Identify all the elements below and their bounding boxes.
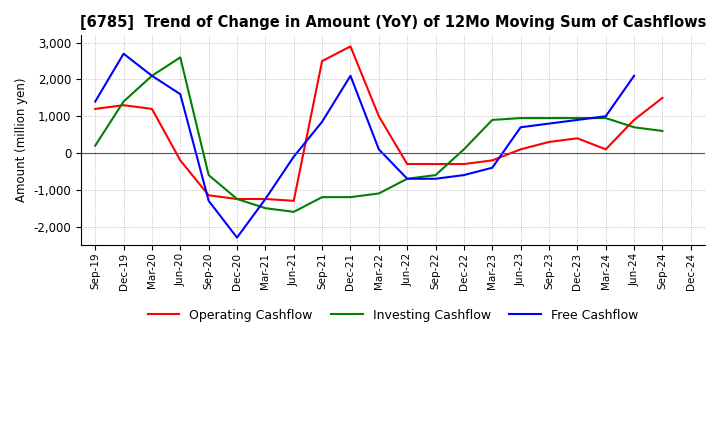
Investing Cashflow <box>374 191 383 196</box>
Investing Cashflow <box>658 128 667 134</box>
Operating Cashflow <box>516 147 525 152</box>
Investing Cashflow <box>120 99 128 104</box>
Operating Cashflow <box>120 103 128 108</box>
Investing Cashflow <box>516 115 525 121</box>
Free Cashflow <box>431 176 440 181</box>
Investing Cashflow <box>545 115 554 121</box>
Operating Cashflow <box>289 198 298 203</box>
Operating Cashflow <box>545 139 554 145</box>
Investing Cashflow <box>403 176 412 181</box>
Operating Cashflow <box>601 147 610 152</box>
Free Cashflow <box>318 119 326 125</box>
Operating Cashflow <box>374 114 383 119</box>
Investing Cashflow <box>318 194 326 200</box>
Investing Cashflow <box>630 125 639 130</box>
Operating Cashflow <box>261 196 270 202</box>
Line: Operating Cashflow: Operating Cashflow <box>95 46 662 201</box>
Free Cashflow <box>289 154 298 159</box>
Free Cashflow <box>148 73 156 78</box>
Free Cashflow <box>601 114 610 119</box>
Investing Cashflow <box>601 115 610 121</box>
Investing Cashflow <box>176 55 184 60</box>
Free Cashflow <box>403 176 412 181</box>
Investing Cashflow <box>431 172 440 178</box>
Investing Cashflow <box>459 147 468 152</box>
Investing Cashflow <box>346 194 355 200</box>
Line: Investing Cashflow: Investing Cashflow <box>95 57 662 212</box>
Free Cashflow <box>120 51 128 56</box>
Operating Cashflow <box>573 136 582 141</box>
Operating Cashflow <box>658 95 667 100</box>
Operating Cashflow <box>148 106 156 111</box>
Operating Cashflow <box>431 161 440 167</box>
Free Cashflow <box>176 92 184 97</box>
Investing Cashflow <box>233 196 241 202</box>
Investing Cashflow <box>148 73 156 78</box>
Investing Cashflow <box>289 209 298 214</box>
Investing Cashflow <box>91 143 99 148</box>
Free Cashflow <box>204 198 213 203</box>
Free Cashflow <box>630 73 639 78</box>
Operating Cashflow <box>176 158 184 163</box>
Investing Cashflow <box>573 115 582 121</box>
Free Cashflow <box>573 117 582 123</box>
Free Cashflow <box>346 73 355 78</box>
Title: [6785]  Trend of Change in Amount (YoY) of 12Mo Moving Sum of Cashflows: [6785] Trend of Change in Amount (YoY) o… <box>80 15 706 30</box>
Free Cashflow <box>545 121 554 126</box>
Free Cashflow <box>233 235 241 240</box>
Operating Cashflow <box>459 161 468 167</box>
Operating Cashflow <box>91 106 99 111</box>
Operating Cashflow <box>346 44 355 49</box>
Investing Cashflow <box>488 117 497 123</box>
Operating Cashflow <box>403 161 412 167</box>
Operating Cashflow <box>318 59 326 64</box>
Free Cashflow <box>516 125 525 130</box>
Legend: Operating Cashflow, Investing Cashflow, Free Cashflow: Operating Cashflow, Investing Cashflow, … <box>143 304 643 327</box>
Operating Cashflow <box>233 196 241 202</box>
Line: Free Cashflow: Free Cashflow <box>95 54 634 238</box>
Y-axis label: Amount (million yen): Amount (million yen) <box>15 78 28 202</box>
Free Cashflow <box>459 172 468 178</box>
Free Cashflow <box>91 99 99 104</box>
Free Cashflow <box>374 147 383 152</box>
Free Cashflow <box>488 165 497 170</box>
Operating Cashflow <box>488 158 497 163</box>
Operating Cashflow <box>204 193 213 198</box>
Operating Cashflow <box>630 117 639 123</box>
Free Cashflow <box>261 196 270 202</box>
Investing Cashflow <box>204 172 213 178</box>
Investing Cashflow <box>261 205 270 211</box>
